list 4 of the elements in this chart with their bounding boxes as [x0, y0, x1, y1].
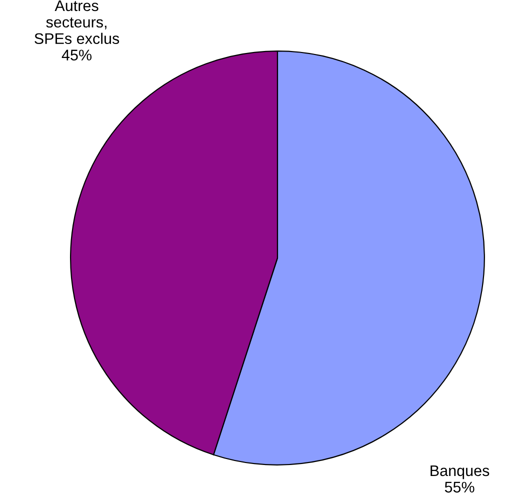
- data-label: 45%: [62, 50, 92, 60]
- slice-label: Autres secteurs, SPEs exclus: [34, 0, 120, 44]
- data-label: 55%: [444, 482, 474, 493]
- slice-label: Banques: [430, 465, 490, 480]
